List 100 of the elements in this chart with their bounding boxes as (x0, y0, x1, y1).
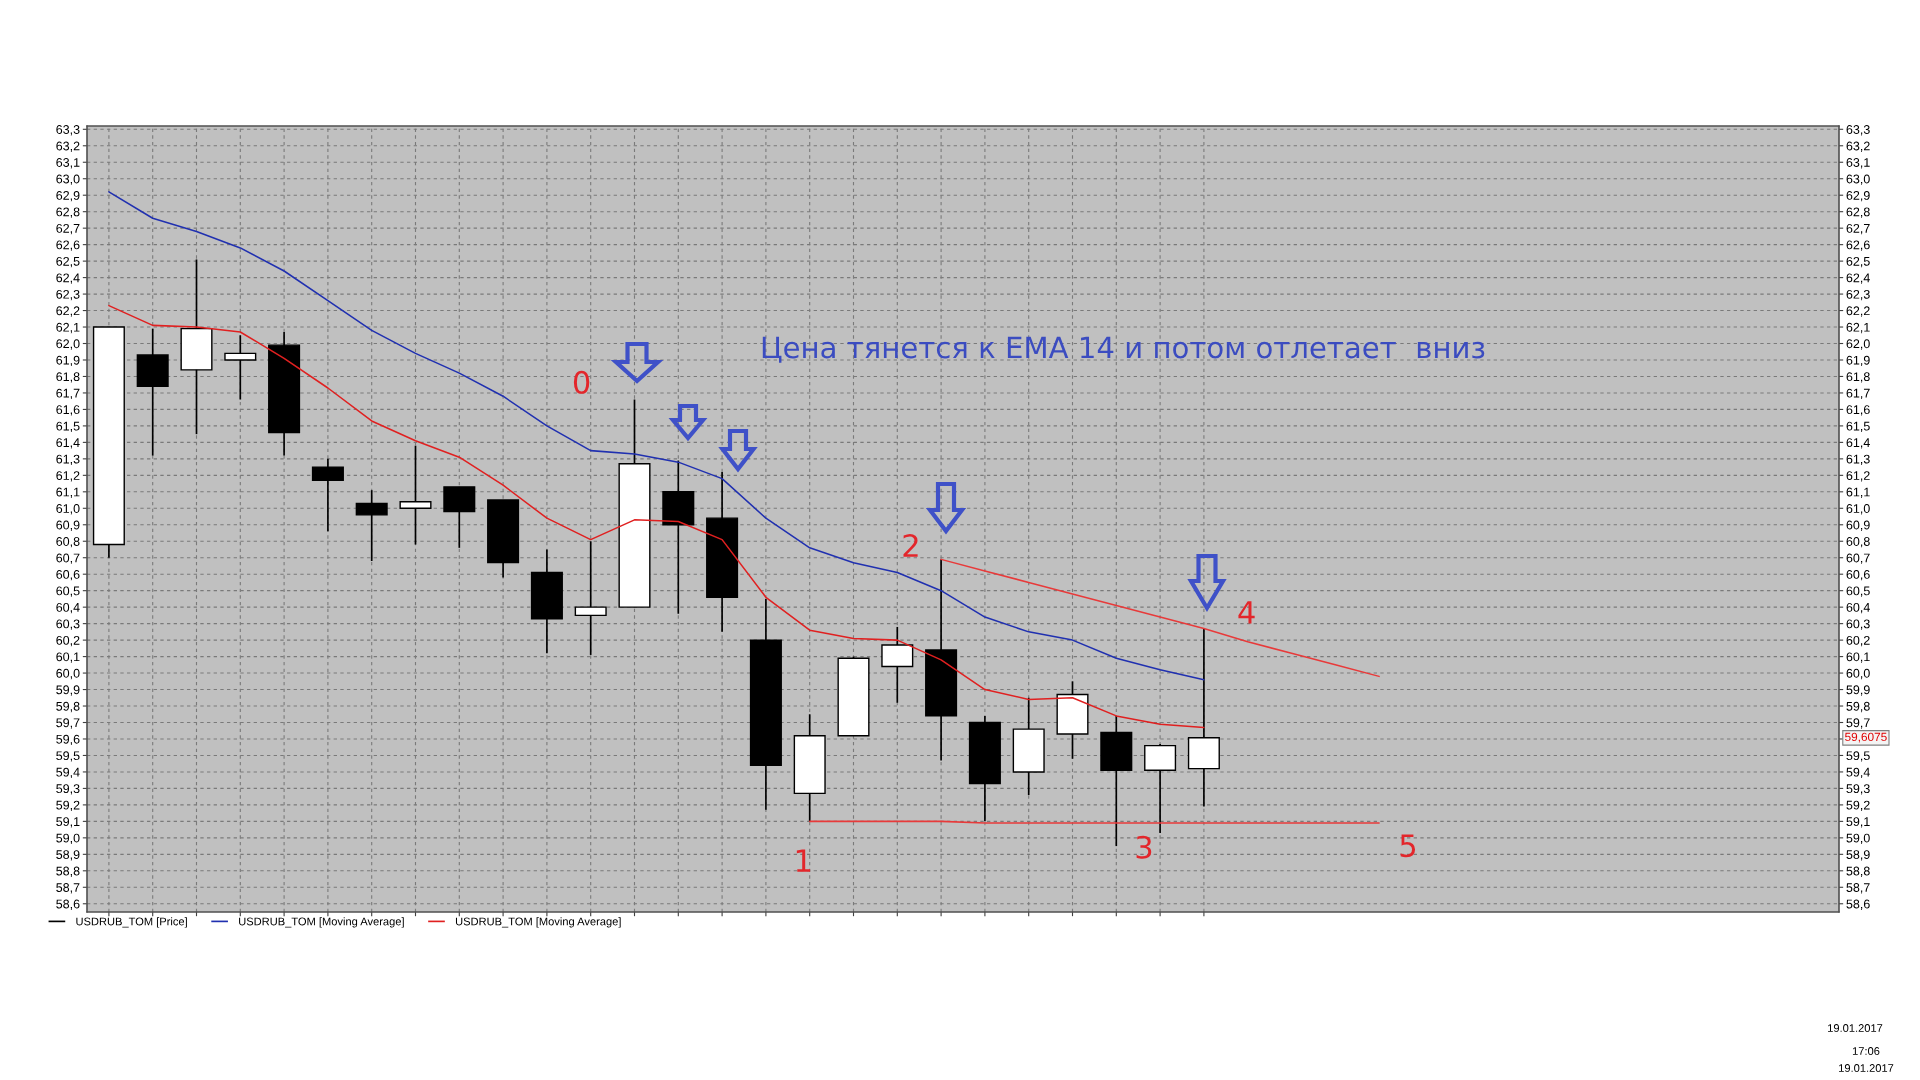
y-tick-label: 59,7 (56, 718, 80, 729)
annotation: 0 (573, 370, 590, 394)
annotation: 5 (1400, 834, 1416, 858)
y-tick-label: 62,6 (56, 240, 80, 251)
y2-tick-label: 62,2 (1846, 306, 1870, 317)
annotation: 3 (1136, 835, 1152, 859)
y-tick-label: 63,2 (56, 141, 80, 152)
y2-tick-label: 59,9 (1846, 685, 1870, 696)
y-tick-label: 60,6 (56, 570, 80, 581)
y-tick-label: 62,2 (56, 306, 80, 317)
y-tick-label: 59,8 (56, 701, 80, 713)
y-tick-label: 58,6 (56, 899, 80, 910)
y2-tick-label: 60,2 (1846, 635, 1870, 647)
text: 19.01.2017 (1839, 1064, 1894, 1072)
candlestick (574, 540, 607, 656)
y2-tick-label: 61,5 (1846, 421, 1870, 433)
y-tick-label: 59,4 (56, 767, 80, 779)
y-tick-label: 63,3 (56, 125, 80, 136)
candlestick (224, 334, 257, 401)
y2-tick-label: 60,7 (1846, 553, 1870, 564)
y2-tick-label: 61,1 (1846, 487, 1870, 498)
y-tick-label: 61,5 (56, 421, 80, 433)
y2-tick-label: 59,3 (1846, 784, 1870, 795)
annotation: 2 (903, 534, 918, 557)
y-tick-label: 60,9 (56, 520, 80, 531)
y2-tick-label: 61,7 (1846, 388, 1870, 400)
y-tick-label: 60,3 (56, 619, 80, 630)
text: 19.01.2017 (1828, 1024, 1883, 1032)
y-tick-label: 59,0 (56, 833, 80, 844)
y-tick-label: 59,6 (56, 734, 80, 746)
y-tick-label: 60,7 (56, 553, 80, 564)
y-tick-label: 58,9 (56, 850, 80, 861)
y-tick-label: 62,4 (56, 273, 80, 284)
y-tick-label: 60,5 (56, 586, 80, 597)
y-tick-label: 59,5 (56, 751, 80, 762)
y2-tick-label: 62,5 (1846, 256, 1870, 268)
y-tick-label: 62,7 (56, 223, 80, 235)
y2-tick-label: 63,1 (1846, 158, 1870, 169)
y2-tick-label: 58,8 (1846, 866, 1870, 877)
y2-tick-label: 60,3 (1846, 619, 1870, 630)
y-tick-label: 63,0 (56, 174, 80, 185)
y-tick-label: 61,8 (56, 372, 80, 383)
y2-tick-label: 60,4 (1846, 602, 1870, 614)
y2-tick-label: 63,0 (1846, 174, 1870, 185)
y2-tick-label: 62,3 (1846, 289, 1870, 301)
text: 17:06 (1852, 1047, 1880, 1055)
y2-tick-label: 62,0 (1846, 339, 1870, 350)
legend-label: USDRUB_TOM [Moving Average] (455, 917, 621, 928)
y-tick-label: 60,2 (56, 635, 80, 647)
y-tick-label: 59,2 (56, 800, 80, 812)
y-tick-label: 59,1 (56, 817, 80, 828)
y-tick-label: 62,5 (56, 256, 80, 268)
y2-tick-label: 60,1 (1846, 652, 1870, 663)
y2-tick-label: 62,1 (1846, 322, 1870, 334)
y2-tick-label: 58,6 (1846, 899, 1870, 910)
y2-tick-label: 59,2 (1846, 800, 1870, 812)
y2-tick-label: 62,7 (1846, 223, 1870, 235)
annotation: 1 (796, 849, 811, 872)
y2-tick-label: 63,2 (1846, 141, 1870, 152)
y-tick-label: 60,1 (56, 652, 80, 663)
y2-tick-label: 58,9 (1846, 850, 1870, 861)
legend-label: USDRUB_TOM [Moving Average] (239, 917, 404, 928)
y2-tick-label: 59,1 (1846, 817, 1870, 828)
line-series (940, 558, 1380, 678)
y-tick-label: 61,1 (56, 487, 80, 498)
y-tick-label: 62,1 (56, 322, 80, 334)
y-tick-label: 62,3 (56, 289, 80, 301)
candlestick (399, 444, 432, 546)
annotation: Цена тянется к EMA 14 и потом отлетает вниз (762, 336, 1485, 363)
y2-tick-label: 61,8 (1846, 372, 1870, 383)
y-tick-label: 61,7 (56, 388, 80, 400)
y2-tick-label: 62,8 (1846, 207, 1870, 218)
y-tick-label: 63,1 (56, 158, 80, 169)
y2-tick-label: 62,9 (1846, 191, 1870, 202)
y2-tick-label: 61,0 (1846, 504, 1870, 515)
y-tick-label: 61,6 (56, 405, 80, 416)
y2-tick-label: 60,6 (1846, 570, 1870, 581)
y2-tick-label: 59,5 (1846, 751, 1870, 762)
y2-tick-label: 59,0 (1846, 833, 1870, 844)
y-tick-label: 61,0 (56, 504, 80, 515)
y2-tick-label: 61,4 (1846, 438, 1870, 449)
y2-tick-label: 58,7 (1846, 883, 1870, 894)
y-tick-label: 62,8 (56, 207, 80, 218)
y-tick-label: 61,2 (56, 471, 80, 482)
y-tick-label: 59,9 (56, 685, 80, 696)
y2-tick-label: 62,6 (1846, 240, 1870, 251)
y2-tick-label: 60,0 (1846, 668, 1870, 680)
annotation: 4 (1238, 601, 1255, 624)
y2-tick-label: 62,4 (1846, 273, 1870, 284)
y2-tick-label: 60,8 (1846, 537, 1870, 548)
y2-tick-label: 61,3 (1846, 454, 1870, 465)
y2-tick-label: 60,5 (1846, 586, 1870, 597)
text: 59,6075 (1845, 732, 1887, 743)
y2-tick-label: 61,9 (1846, 355, 1870, 367)
y-tick-label: 61,9 (56, 355, 80, 367)
y2-tick-label: 61,6 (1846, 405, 1870, 416)
y-tick-label: 60,0 (56, 668, 80, 680)
y-tick-label: 61,4 (56, 438, 80, 449)
y2-tick-label: 63,3 (1846, 125, 1870, 136)
y-tick-label: 61,3 (56, 454, 80, 465)
